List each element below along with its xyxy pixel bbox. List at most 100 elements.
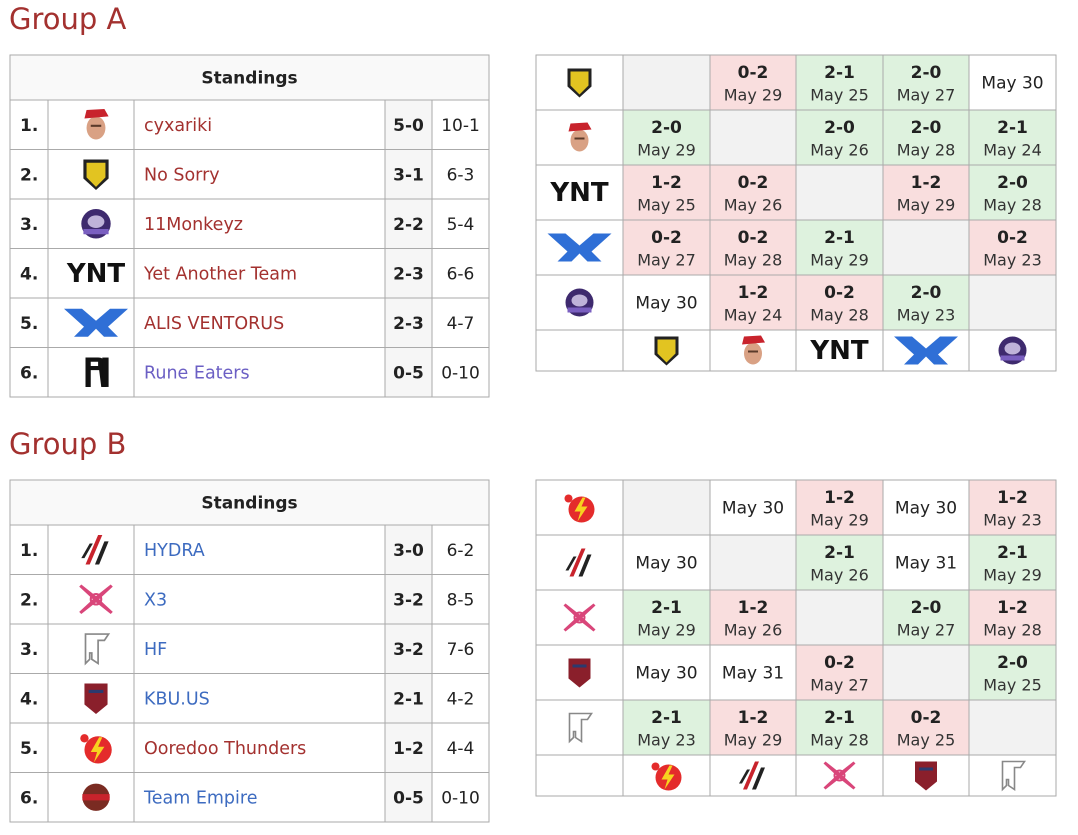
team-name[interactable]: X3 (144, 590, 167, 610)
standings-table: Standings 1. cyxariki 5-0 10-1 2. No Sorry 3-1 6… (9, 54, 490, 398)
table-cell (431, 772, 490, 823)
match-date: May 29 (983, 566, 1042, 585)
match-date: May 25 (637, 196, 696, 215)
group-section: Group B Standings 1. HYDRA 3-0 6-2 2. X3 3-2 8-5 3… (9, 427, 1057, 823)
logo-text: YNT (549, 178, 609, 208)
match-score: 0-2 (911, 708, 942, 728)
team-name[interactable]: Rune Eaters (144, 363, 250, 383)
team-logo (64, 308, 128, 337)
logo-shape (742, 335, 765, 345)
map-score: 7-6 (447, 640, 475, 660)
logo-shape (102, 357, 109, 387)
logo-shape (739, 769, 750, 784)
logo-shape (80, 734, 89, 743)
match-score: 2-0 (997, 173, 1028, 193)
team-name[interactable]: Team Empire (143, 788, 257, 808)
match-score: 0-2 (651, 228, 682, 248)
table-cell (47, 248, 135, 299)
rank: 6. (20, 363, 38, 383)
team-name[interactable]: 11Monkeyz (144, 215, 243, 235)
match-date: May 24 (724, 306, 783, 325)
match-date: May 23 (897, 306, 956, 325)
match-date: May 23 (983, 511, 1042, 530)
team-name[interactable]: Ooredoo Thunders (144, 739, 306, 759)
match-date: May 28 (810, 306, 869, 325)
standings-row: 5. Ooredoo Thunders 1-2 4-4 (9, 722, 490, 773)
match-cell (882, 644, 970, 701)
match-score: 2-1 (997, 118, 1028, 138)
match-cell (968, 109, 1057, 166)
match-date: May 30 (895, 499, 957, 519)
match-date: May 28 (724, 251, 783, 270)
logo-shape (823, 761, 856, 790)
match-score: 1-2 (651, 173, 682, 193)
match-score: 1-2 (738, 708, 769, 728)
table-cell (431, 673, 490, 724)
standings-row: 4. YNT Yet Another Team 2-3 6-6 (9, 248, 490, 299)
table-cell (384, 248, 433, 299)
team-logo (568, 122, 592, 152)
match-date: May 27 (637, 251, 696, 270)
table-cell (431, 722, 490, 773)
match-date: May 28 (810, 731, 869, 750)
match-score: 1-2 (738, 283, 769, 303)
table-cell (535, 699, 624, 756)
team-logo (894, 336, 958, 365)
table-cell (431, 99, 490, 150)
match-score: 1-2 (997, 488, 1028, 508)
table-cell (47, 623, 135, 674)
team-name[interactable]: ALIS VENTORUS (144, 314, 284, 334)
table-cell (384, 198, 433, 249)
table-cell (384, 623, 433, 674)
rank: 1. (20, 541, 38, 561)
match-score: 2-0 (824, 118, 855, 138)
header-text: Standings (201, 69, 297, 89)
match-cell (795, 589, 884, 646)
record: 1-2 (393, 739, 424, 759)
match-cell (968, 219, 1057, 276)
team-name[interactable]: No Sorry (144, 165, 220, 185)
team-logo: YNT (809, 336, 869, 366)
team-logo (563, 603, 596, 632)
record: 3-2 (393, 640, 424, 660)
team-name[interactable]: HF (144, 640, 167, 660)
match-cell (968, 274, 1057, 331)
table-cell (535, 754, 624, 797)
rank: 4. (20, 689, 38, 709)
logo-shape (83, 229, 109, 235)
table-cell (133, 623, 386, 674)
record: 2-2 (393, 215, 424, 235)
table-cell (9, 347, 49, 398)
team-name[interactable]: HYDRA (144, 541, 205, 561)
map-score: 6-3 (447, 165, 475, 185)
logo-shape (574, 137, 585, 140)
table-cell (9, 673, 49, 724)
table-cell (384, 347, 433, 398)
logo-shape (64, 308, 128, 337)
match-date: May 24 (983, 141, 1042, 160)
logo-shape (1004, 342, 1021, 355)
match-cell (622, 54, 711, 111)
team-name[interactable]: KBU.US (144, 689, 210, 709)
match-date: May 26 (810, 566, 869, 585)
team-logo (564, 494, 595, 523)
standings-row: 6. Rune Eaters 0-5 0-10 (9, 347, 490, 398)
logo-shape (573, 611, 586, 624)
team-name[interactable]: Yet Another Team (143, 264, 297, 284)
team-logo (915, 761, 937, 791)
logo-shape (571, 294, 588, 307)
match-date: May 27 (810, 676, 869, 695)
table-cell (795, 329, 884, 372)
match-date: May 29 (897, 196, 956, 215)
table-cell (47, 347, 135, 398)
team-logo (82, 783, 110, 811)
team-name[interactable]: cyxariki (144, 116, 212, 136)
record: 2-3 (393, 314, 424, 334)
logo-shape (748, 350, 758, 353)
match-cell (709, 109, 797, 166)
match-cell (968, 479, 1057, 536)
logo-shape (833, 769, 846, 782)
logo-shape (572, 664, 587, 668)
rank: 5. (20, 739, 38, 759)
map-score: 5-4 (447, 215, 475, 235)
